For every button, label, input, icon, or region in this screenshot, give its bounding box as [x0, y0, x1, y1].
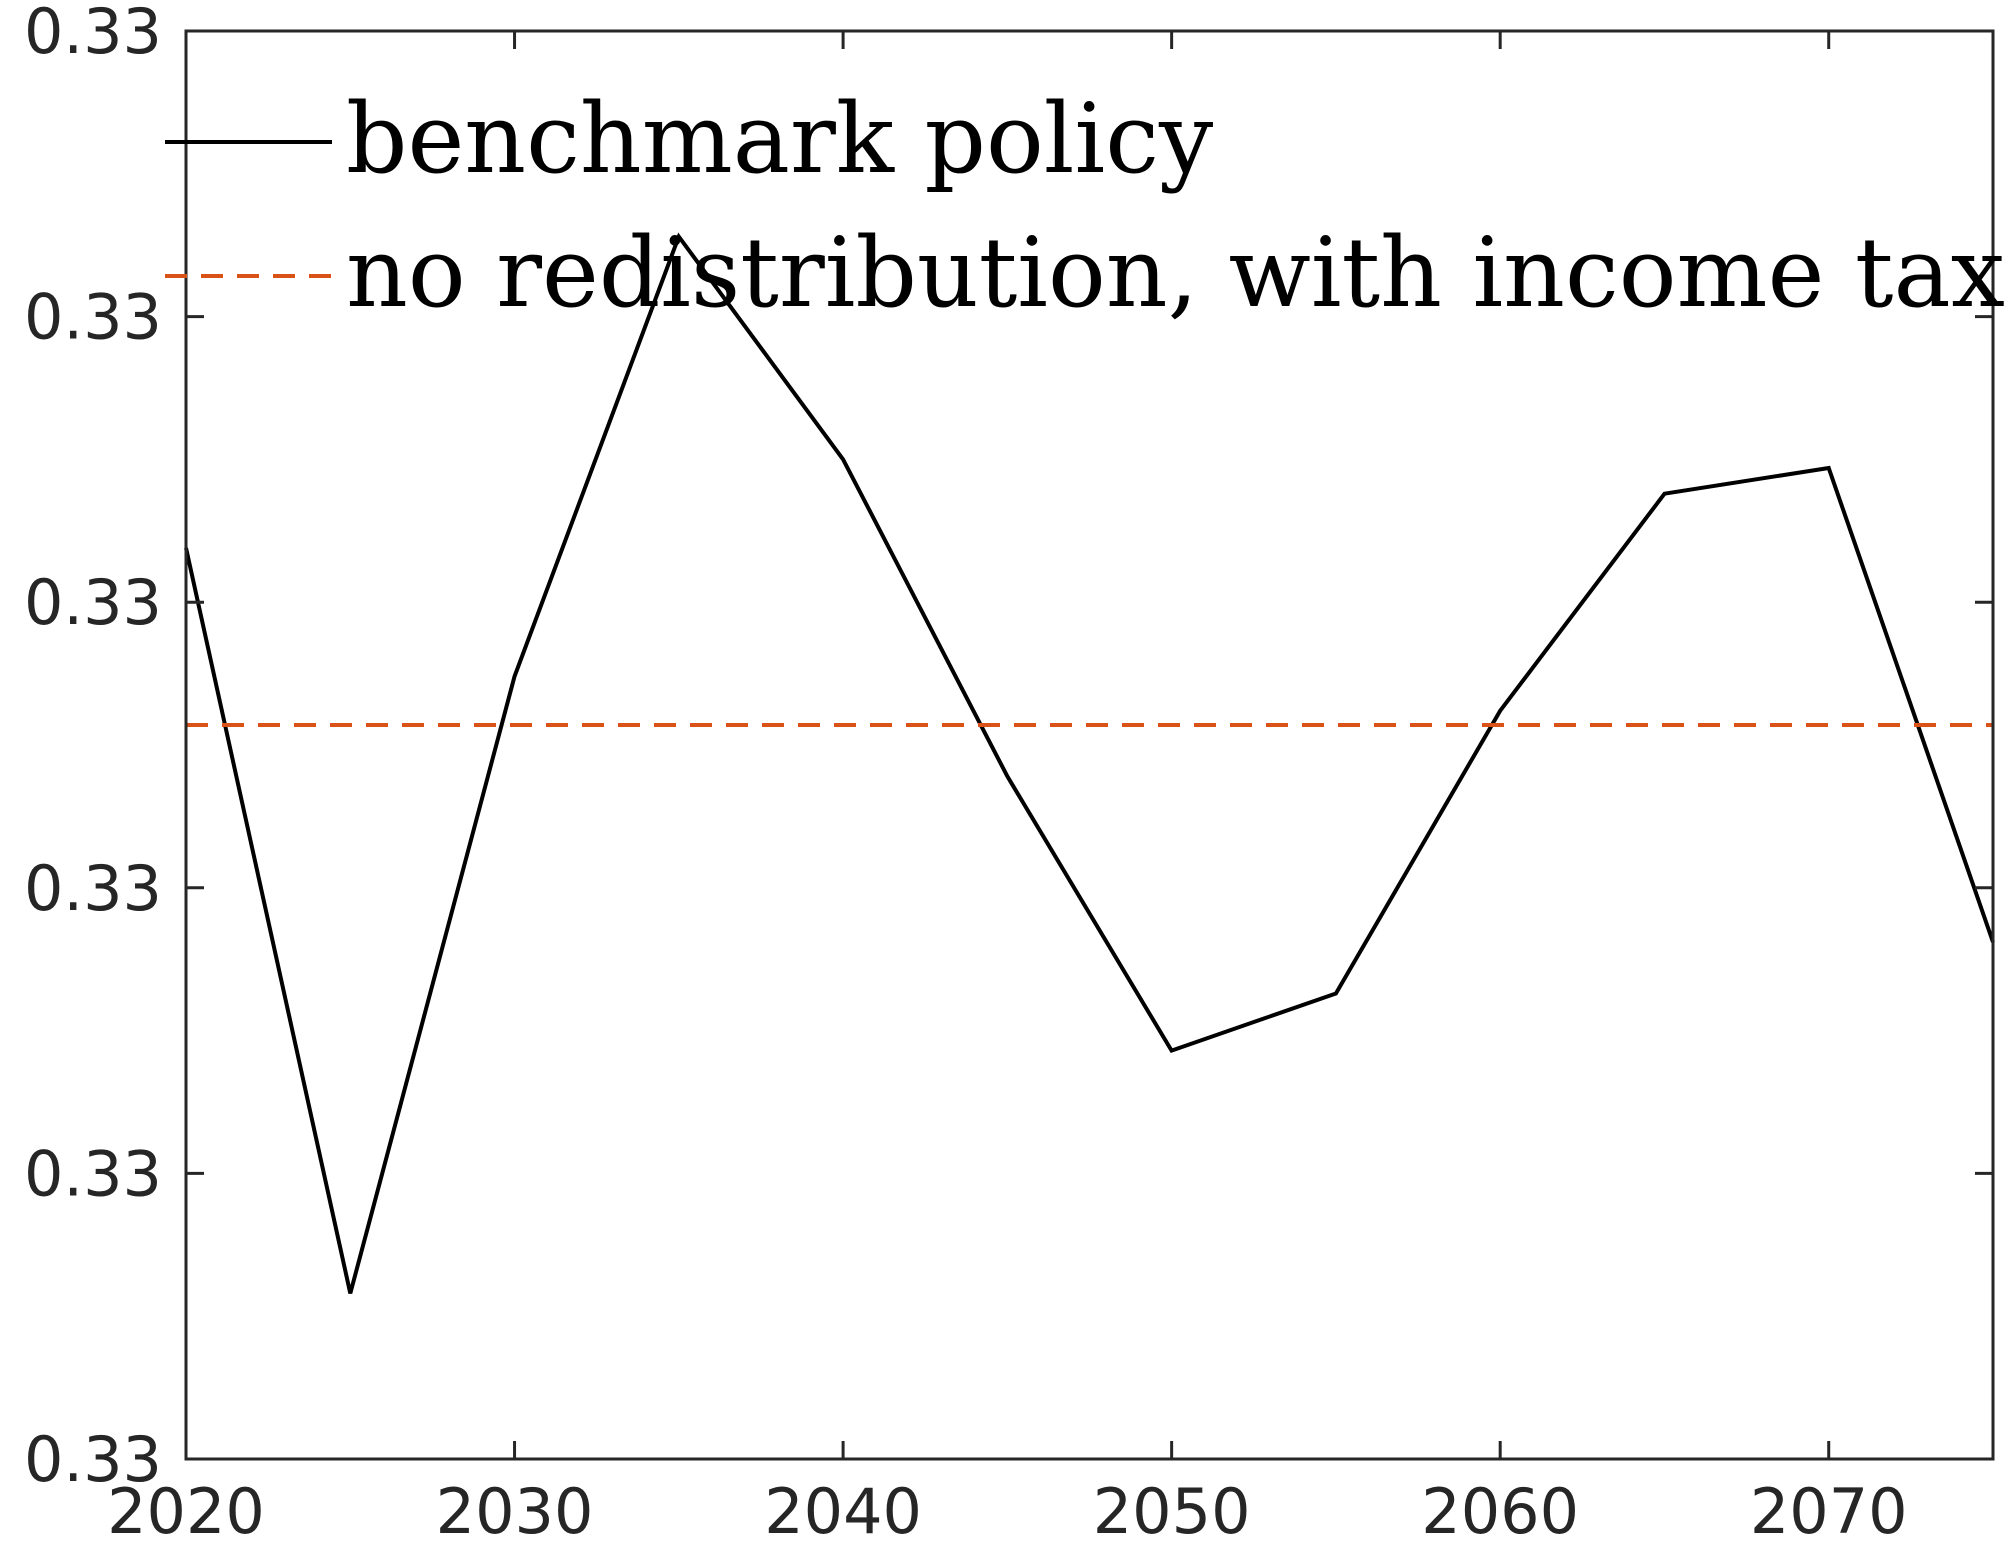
y-tick-label: 0.33: [24, 1137, 162, 1210]
x-tick-label: 2050: [1093, 1475, 1251, 1548]
x-tick-label: 2020: [107, 1475, 265, 1548]
ticks-layer: 2020 2030 2040 2050 2060 2070 0.33 0.33 0.33 0.33…: [24, 0, 1993, 1548]
legend-label-benchmark-policy: benchmark policy: [346, 83, 1213, 195]
x-tick-label: 2070: [1750, 1475, 1908, 1548]
x-tick-label: 2030: [436, 1475, 594, 1548]
legend: benchmark policy no redistribution, with…: [165, 83, 2005, 329]
legend-label-no-redistribution: no redistribution, with income tax: [346, 217, 2005, 329]
y-tick-label: 0.33: [24, 852, 162, 925]
series-line-benchmark-policy: [184, 232, 1995, 1294]
plot-background: [186, 31, 1993, 1459]
x-tick-label: 2040: [764, 1475, 922, 1548]
y-tick-label: 0.33: [24, 1423, 162, 1496]
y-tick-label: 0.33: [24, 566, 162, 639]
x-tick-label: 2060: [1421, 1475, 1579, 1548]
axes-box: [184, 29, 1995, 1461]
series-layer: [184, 232, 1995, 1294]
y-tick-label: 0.33: [24, 281, 162, 354]
y-tick-label: 0.33: [24, 0, 162, 68]
